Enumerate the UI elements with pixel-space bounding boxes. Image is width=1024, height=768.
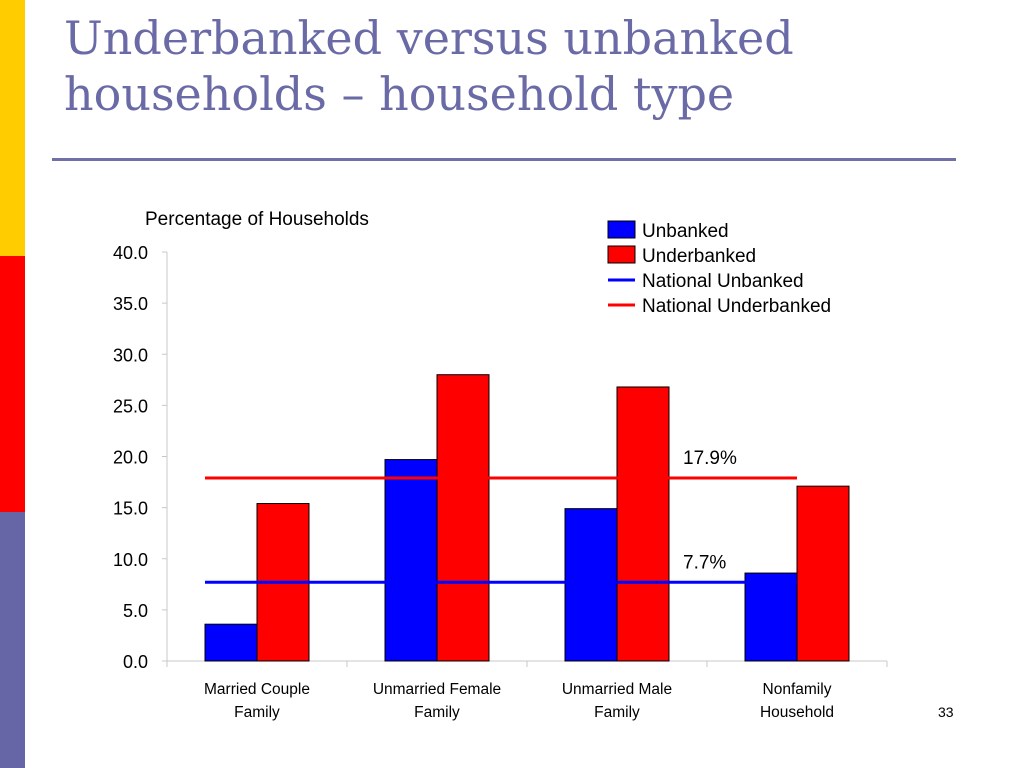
bar-unbanked	[744, 572, 798, 662]
reference-line-label: 17.9%	[683, 448, 737, 469]
x-category-label: Unmarried Male	[562, 681, 672, 698]
title-divider	[52, 158, 956, 161]
y-tick-label: 25.0	[113, 396, 148, 416]
y-tick-label: 0.0	[123, 652, 148, 672]
bar-underbanked	[616, 386, 670, 662]
legend-label: National Unbanked	[642, 271, 804, 292]
y-tick-label: 30.0	[113, 345, 148, 365]
y-tick-label: 15.0	[113, 499, 148, 519]
x-category-label: Household	[760, 704, 834, 721]
x-category-label: Family	[594, 704, 640, 721]
slide-title: Underbanked versus unbanked households –…	[64, 10, 964, 122]
y-tick-label: 35.0	[113, 294, 148, 314]
bar-underbanked	[436, 374, 490, 662]
x-category-label: Family	[234, 704, 280, 721]
y-tick-label: 40.0	[113, 243, 148, 263]
bar-unbanked	[564, 508, 618, 662]
side-bar-red	[0, 256, 25, 512]
slide-number: 33	[938, 704, 954, 720]
y-tick-label: 5.0	[123, 601, 148, 621]
legend-swatch-unbanked	[607, 220, 636, 239]
legend-label: Underbanked	[642, 246, 756, 267]
side-bar-yellow	[0, 0, 25, 256]
x-category-label: Nonfamily	[763, 681, 832, 698]
reference-line-label: 7.7%	[683, 552, 726, 573]
y-axis-label: Percentage of Households	[145, 209, 369, 230]
legend-label: National Underbanked	[642, 296, 831, 317]
side-bar-blue	[0, 512, 25, 768]
y-tick-label: 20.0	[113, 448, 148, 468]
x-category-label: Unmarried Female	[373, 681, 501, 698]
bar-underbanked	[796, 485, 850, 662]
x-category-label: Family	[414, 704, 460, 721]
slide-title-line1: Underbanked versus unbanked	[64, 11, 794, 65]
legend-swatch-underbanked	[607, 245, 636, 264]
y-tick-label: 10.0	[113, 550, 148, 570]
slide-title-line2: households – household type	[64, 67, 735, 121]
bar-unbanked	[384, 459, 438, 662]
bar-unbanked	[204, 623, 258, 662]
legend-label: Unbanked	[642, 221, 729, 242]
x-category-label: Married Couple	[204, 681, 310, 698]
